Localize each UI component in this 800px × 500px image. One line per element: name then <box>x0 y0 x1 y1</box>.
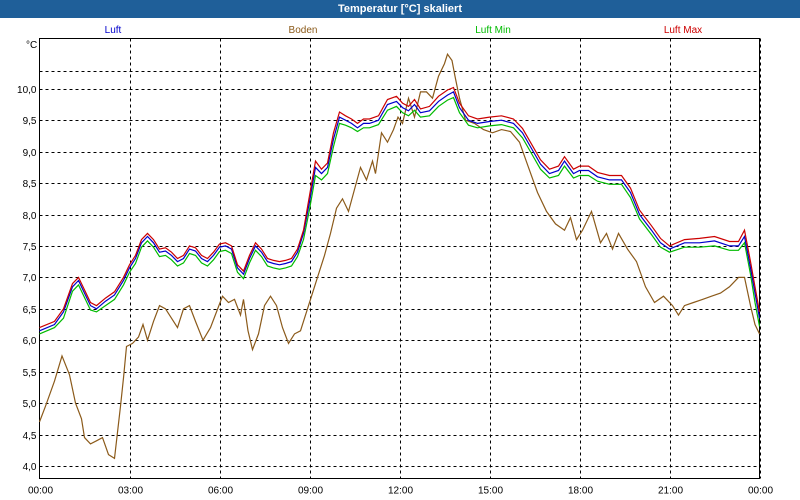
y-axis: 4,0 4,5 5,0 5,5 6,0 6,5 7,0 7,5 8,0 8,5 9,0 9,5 10,0 <box>17 85 37 473</box>
y-tick-label: 7,0 <box>23 273 37 284</box>
y-tick-label: 4,5 <box>23 431 37 442</box>
y-tick-label: 6,0 <box>23 336 37 347</box>
y-tick-label: 4,0 <box>23 462 37 473</box>
x-tick-time: 00:00 <box>748 486 773 497</box>
y-tick-label: 9,0 <box>23 148 37 159</box>
series-line-luft-max <box>39 86 761 329</box>
series-line-boden <box>38 52 761 460</box>
x-tick-time: 03:00 <box>118 486 143 497</box>
legend-luft: Luft <box>105 25 122 36</box>
x-tick-time: 18:00 <box>568 486 593 497</box>
x-tick-time: 00:00 <box>28 486 53 497</box>
y-tick-label: 6,5 <box>23 305 37 316</box>
x-tick-time: 09:00 <box>298 486 323 497</box>
plot-frame <box>39 38 760 479</box>
y-tick-label: 8,5 <box>23 179 37 190</box>
legend-luft-min: Luft Min <box>475 25 511 36</box>
x-tick-time: 12:00 <box>388 486 413 497</box>
legend: Luft Boden Luft Min Luft Max <box>105 25 703 36</box>
y-tick-label: 8,0 <box>23 211 37 222</box>
x-tick-time: 21:00 <box>658 486 683 497</box>
legend-boden: Boden <box>289 25 318 36</box>
chart-title: Temperatur [°C] skaliert <box>0 0 800 18</box>
grid <box>39 38 761 479</box>
y-tick-label: 5,5 <box>23 368 37 379</box>
x-axis: 00:0010.11.2303:0010.11.2306:0010.11.230… <box>28 486 773 497</box>
series-line-luft <box>39 91 761 332</box>
x-tick-time: 15:00 <box>478 486 503 497</box>
legend-luft-max: Luft Max <box>664 25 702 36</box>
series-group <box>38 52 761 460</box>
x-tick-time: 06:00 <box>208 486 233 497</box>
series-line-luft-min <box>39 96 761 335</box>
y-axis-unit: °C <box>26 40 37 51</box>
y-tick-label: 9,5 <box>23 116 37 127</box>
y-tick-label: 7,5 <box>23 242 37 253</box>
y-tick-label: 5,0 <box>23 399 37 410</box>
y-tick-label: 10,0 <box>17 85 37 96</box>
chart-area: Luft Boden Luft Min Luft Max °C 4,0 4,5 5,0 5,… <box>17 25 773 497</box>
